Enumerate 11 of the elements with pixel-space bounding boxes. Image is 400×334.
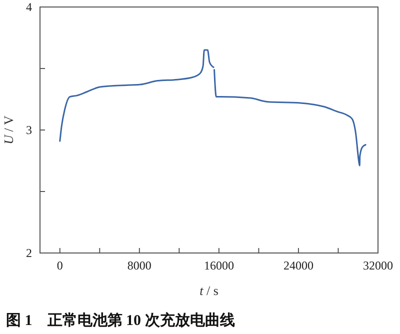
y-axis-title: U / V bbox=[1, 115, 16, 144]
x-tick-label: 32000 bbox=[363, 258, 393, 273]
x-axis-title: t / s bbox=[200, 283, 218, 298]
y-tick-label: 4 bbox=[26, 0, 32, 14]
text: 图 1 正常电池第 10 次充放电曲线 bbox=[6, 311, 235, 329]
x-tick-label: 16000 bbox=[204, 258, 234, 273]
y-tick-label: 2 bbox=[26, 246, 32, 260]
x-tick-label: 0 bbox=[56, 258, 63, 273]
x-tick-label: 24000 bbox=[283, 258, 314, 273]
y-tick-label: 3 bbox=[26, 122, 32, 137]
x-tick-label: 8000 bbox=[127, 258, 152, 273]
